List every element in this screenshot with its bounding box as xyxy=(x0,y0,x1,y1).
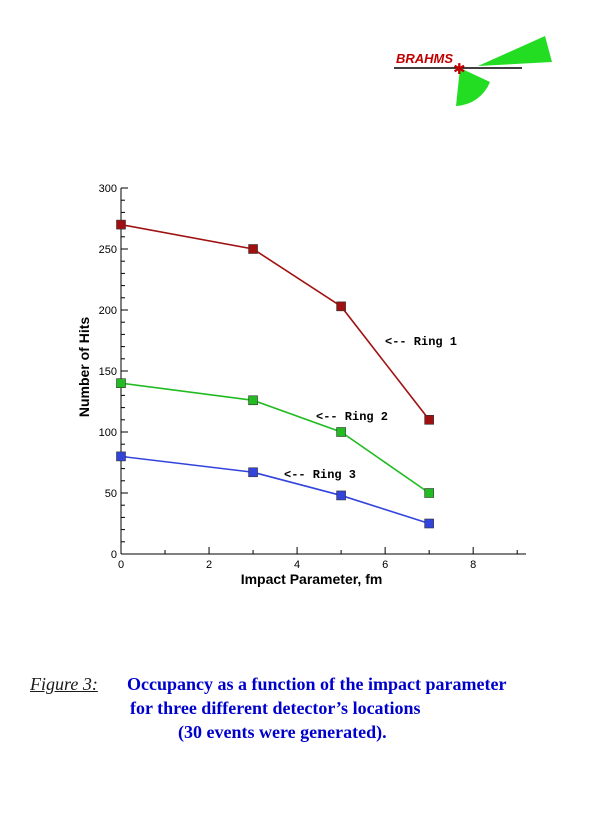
x-tick-label-6: 6 xyxy=(382,559,388,571)
data-point-ring2-2 xyxy=(336,427,346,437)
occupancy-chart: 0 50 100 150 200 250 300 0 2 4 6 8 Impact Parameter,… xyxy=(76,183,526,587)
x-tick-label-0: 0 xyxy=(118,559,124,571)
data-point-ring3-2 xyxy=(336,490,346,501)
data-point-ring3-0 xyxy=(116,451,126,462)
series-label-3: <-- Ring 3 xyxy=(284,468,356,482)
y-tick-label-150: 150 xyxy=(99,366,117,378)
data-point-ring3-1 xyxy=(248,467,258,478)
data-point-ring1-1 xyxy=(248,244,258,254)
y-tick-label-300: 300 xyxy=(99,183,117,195)
x-tick-label-4: 4 xyxy=(294,559,300,571)
x-tick-label-8: 8 xyxy=(470,559,476,571)
logo-text: BRAHMS xyxy=(396,51,453,66)
data-point-ring1-2 xyxy=(336,301,346,312)
data-point-ring1-3 xyxy=(424,414,434,425)
caption-line-2: for three different detector’s locations xyxy=(130,698,421,718)
series-line-3 xyxy=(120,455,430,525)
y-tick-label-100: 100 xyxy=(99,427,117,439)
y-tick-label-0: 0 xyxy=(111,549,117,561)
y-axis-label: Number of Hits xyxy=(76,317,92,418)
y-tick-label-200: 200 xyxy=(99,305,117,317)
caption-line-3: (30 events were generated). xyxy=(178,722,387,742)
caption-figure-label: Figure 3: xyxy=(30,674,98,694)
x-axis-label: Impact Parameter, fm xyxy=(241,571,383,587)
y-tick-label-50: 50 xyxy=(105,488,117,500)
caption-line-1: Occupancy as a function of the impact pa… xyxy=(127,674,507,694)
brahms-logo: ✱ BRAHMS xyxy=(394,36,552,106)
series-line-1 xyxy=(120,223,430,421)
logo-wedge-upper xyxy=(478,36,552,66)
data-point-ring3-3 xyxy=(424,518,434,529)
data-point-ring2-1 xyxy=(248,395,258,406)
logo-star-icon: ✱ xyxy=(453,60,466,78)
data-point-ring2-0 xyxy=(116,378,126,389)
series-label-2: <-- Ring 2 xyxy=(316,410,388,424)
series-label-1: <-- Ring 1 xyxy=(385,335,457,349)
x-tick-label-2: 2 xyxy=(206,559,212,571)
logo-wedge-lower xyxy=(456,68,490,106)
data-point-ring2-3 xyxy=(424,488,434,498)
data-point-ring1-0 xyxy=(116,219,126,230)
y-tick-label-250: 250 xyxy=(99,244,117,256)
series-line-2 xyxy=(120,382,430,494)
